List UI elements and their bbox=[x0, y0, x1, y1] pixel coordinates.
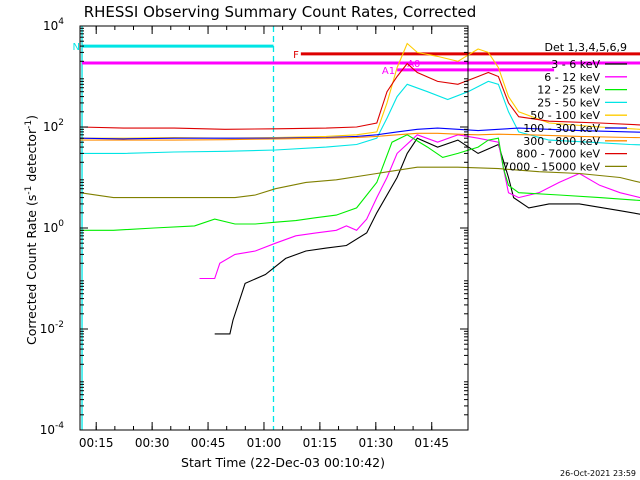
y-tick-base: 10 bbox=[43, 120, 58, 134]
flag-label-4: A1 bbox=[382, 66, 395, 77]
legend-label-4: 50 - 100 keV bbox=[530, 109, 600, 122]
series-line-5 bbox=[79, 127, 640, 140]
legend-title: Det 1,3,4,5,6,9 bbox=[544, 41, 627, 54]
series-lines bbox=[79, 42, 640, 335]
x-tick-label-5: 01:30 bbox=[359, 436, 394, 450]
y-axis-label-main: Corrected Count Rate (s bbox=[24, 195, 39, 345]
legend-label-0: 3 - 6 keV bbox=[551, 58, 600, 71]
flag-label-2: F bbox=[293, 50, 299, 61]
y-tick-label-1: 102 bbox=[43, 118, 64, 134]
axes: 00:15 00:30 00:45 01:00 01:15 01:30 01:4510410… bbox=[40, 17, 469, 450]
chart-title: RHESSI Observing Summary Count Rates, Co… bbox=[84, 3, 477, 21]
y-tick-exp: 0 bbox=[58, 219, 64, 229]
x-tick-label-0: 00:15 bbox=[79, 436, 114, 450]
y-tick-exp: -2 bbox=[55, 320, 64, 330]
y-tick-base: 10 bbox=[43, 221, 58, 235]
x-tick-label-3: 01:00 bbox=[247, 436, 282, 450]
y-tick-exp: -4 bbox=[55, 421, 64, 431]
y-tick-label-4: 10-4 bbox=[40, 421, 65, 437]
y-tick-label-0: 104 bbox=[43, 17, 64, 33]
legend-label-2: 12 - 25 keV bbox=[537, 84, 600, 97]
legend-label-7: 800 - 7000 keV bbox=[516, 148, 600, 161]
y-tick-label-3: 10-2 bbox=[40, 320, 64, 336]
flag-label-0: N bbox=[73, 42, 80, 53]
flag-label-5: A0 bbox=[407, 59, 420, 70]
legend-label-1: 6 - 12 keV bbox=[544, 71, 600, 84]
flag-bars: N F A1 A0 bbox=[73, 42, 640, 77]
legend-label-8: 7000 - 15000 keV bbox=[502, 160, 600, 173]
y-tick-label-2: 100 bbox=[43, 219, 64, 235]
x-tick-label-1: 00:30 bbox=[135, 436, 170, 450]
series-line-6 bbox=[80, 132, 640, 141]
legend-label-3: 25 - 50 keV bbox=[537, 96, 600, 109]
y-axis-label-end: ) bbox=[24, 115, 39, 120]
legend-label-6: 300 - 800 keV bbox=[523, 135, 600, 148]
x-tick-label-2: 00:45 bbox=[191, 436, 226, 450]
series-line-3 bbox=[80, 80, 640, 154]
series-line-4 bbox=[80, 42, 640, 139]
legend-label-5: 100 - 300 keV bbox=[523, 122, 600, 135]
y-tick-base: 10 bbox=[40, 423, 55, 437]
y-tick-base: 10 bbox=[40, 322, 55, 336]
y-axis-label-sup2: -1 bbox=[24, 120, 34, 129]
series-line-2 bbox=[80, 134, 640, 231]
y-tick-exp: 4 bbox=[58, 17, 64, 27]
x-tick-label-6: 01:45 bbox=[414, 436, 449, 450]
y-axis-label-mid: detector bbox=[24, 128, 39, 186]
x-axis-label: Start Time (22-Dec-03 00:10:42) bbox=[181, 455, 385, 470]
x-tick-label-4: 01:15 bbox=[303, 436, 338, 450]
timestamp: 26-Oct-2021 23:59 bbox=[560, 469, 636, 478]
y-tick-exp: 2 bbox=[58, 118, 64, 128]
y-axis-label: Corrected Count Rate (s-1 detector-1) bbox=[24, 115, 39, 345]
series-line-8 bbox=[79, 166, 640, 199]
series-line-7 bbox=[79, 62, 640, 130]
y-tick-base: 10 bbox=[43, 19, 58, 33]
y-axis-label-sup1: -1 bbox=[24, 186, 34, 195]
